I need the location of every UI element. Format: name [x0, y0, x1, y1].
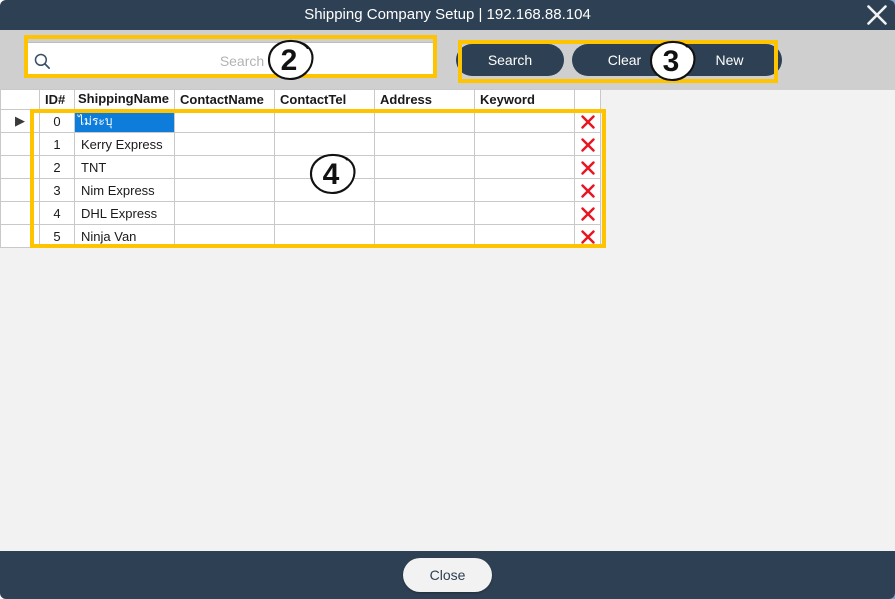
svg-text:4: 4 [323, 158, 340, 191]
svg-text:3: 3 [663, 45, 680, 78]
svg-text:2: 2 [281, 44, 298, 77]
